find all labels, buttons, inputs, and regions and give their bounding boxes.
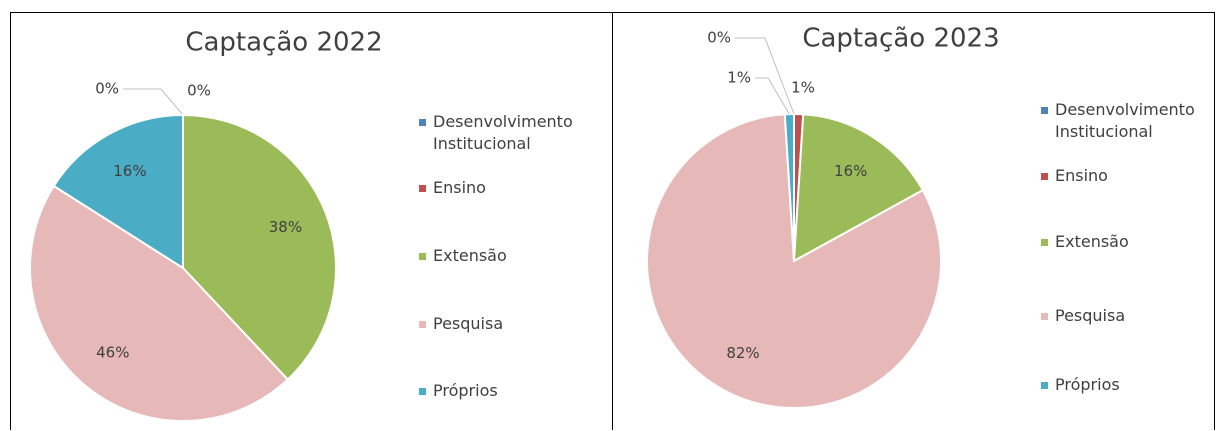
data-label: 38% — [269, 218, 302, 236]
legend-label: Pesquisa — [1055, 306, 1126, 325]
legend-item: Desenvolvimento Institucional — [1041, 99, 1216, 143]
legend-swatch — [1041, 313, 1048, 320]
pie-slice — [182, 113, 337, 381]
panel-border — [1214, 12, 1215, 430]
legend-label: Extensão — [1055, 232, 1129, 251]
leader-line — [755, 77, 790, 115]
legend-swatch — [1041, 173, 1048, 180]
data-label: 1% — [791, 79, 815, 97]
legend-item: Extensão — [1041, 231, 1216, 253]
legend-swatch — [419, 253, 426, 260]
pie-slice — [52, 113, 184, 270]
legend-item: Próprios — [1041, 374, 1216, 396]
pie-slice — [29, 184, 290, 422]
legend-item: Desenvolvimento Institucional — [419, 111, 594, 155]
leader-line — [735, 37, 795, 115]
legend-item: Pesquisa — [1041, 305, 1216, 327]
data-label: 16% — [113, 162, 146, 180]
data-label: 0% — [95, 80, 119, 98]
chart-panel: Captação 2023 0% 1% 16% 82% 1% Desenvolvimento… — [612, 12, 1215, 430]
legend-item: Ensino — [419, 177, 594, 199]
pie-chart: Captação 2023 0% 1% 16% 82% 1% — [646, 24, 1000, 409]
legend-label: Ensino — [1055, 166, 1108, 185]
legend-swatch — [419, 321, 426, 328]
legend-label: Desenvolvimento Institucional — [433, 112, 573, 153]
data-label: 16% — [834, 162, 867, 180]
legend-swatch — [419, 388, 426, 395]
pie-slice — [783, 112, 795, 262]
legend-label: Próprios — [433, 381, 498, 400]
legend-item: Próprios — [419, 380, 594, 402]
data-label: 82% — [726, 344, 759, 362]
legend-label: Ensino — [433, 178, 486, 197]
legend-item: Pesquisa — [419, 313, 594, 335]
pie-chart: Captação 2022 0% 0% 38% 46% 16% — [29, 28, 383, 422]
legend-swatch — [1041, 107, 1048, 114]
data-label: 0% — [187, 82, 211, 100]
data-label: 0% — [707, 29, 731, 47]
chart-title: Captação 2022 — [185, 28, 382, 58]
legend-label: Extensão — [433, 246, 507, 265]
data-label: 46% — [96, 343, 129, 361]
data-label: 1% — [727, 69, 751, 87]
legend-label: Próprios — [1055, 375, 1120, 394]
legend-label: Pesquisa — [433, 314, 504, 333]
legend-label: Desenvolvimento Institucional — [1055, 100, 1195, 141]
leader-line — [123, 88, 184, 116]
chart-title: Captação 2023 — [802, 24, 999, 54]
legend-swatch — [419, 119, 426, 126]
legend-item: Ensino — [1041, 165, 1216, 187]
legend-item: Extensão — [419, 245, 594, 267]
pie-slice — [792, 113, 925, 263]
chart-panel: Captação 2022 0% 0% 38% 46% 16% Desenvolviment… — [10, 12, 612, 430]
legend-swatch — [1041, 239, 1048, 246]
legend-swatch — [419, 185, 426, 192]
legend-swatch — [1041, 382, 1048, 389]
pie-slice — [646, 113, 942, 409]
